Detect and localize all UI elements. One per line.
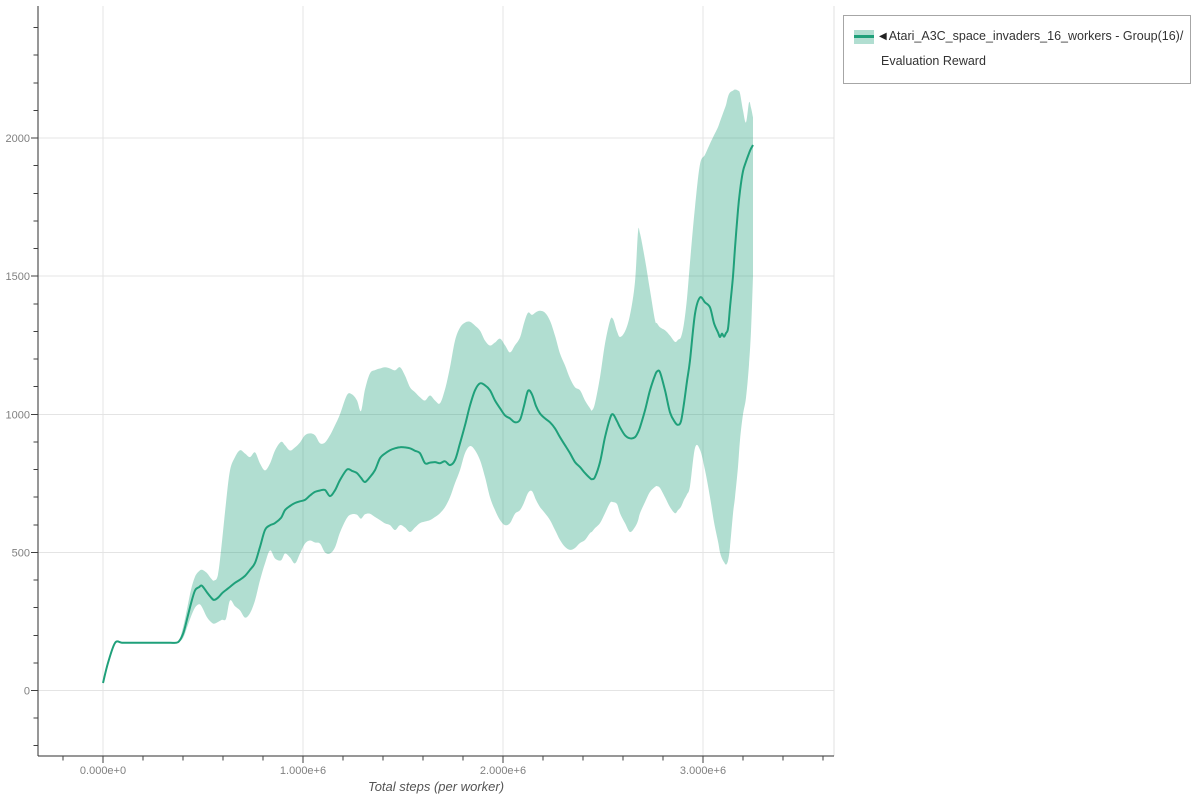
- gridlines: [38, 6, 835, 756]
- mean-reward-line: [102, 144, 754, 684]
- confidence-band: [103, 89, 753, 683]
- tick-labels: 0 500 1000 1500 2000 0.000e+0 1.000e+6 2.000e+6…: [6, 133, 727, 777]
- tick-label: 0: [24, 686, 30, 698]
- series-swatch-line: [854, 35, 874, 38]
- tick-label: 3.000e+6: [680, 765, 726, 777]
- axes: [37, 6, 834, 757]
- tick-label: 2000: [6, 133, 30, 145]
- legend-series-name-line2: Evaluation Reward: [881, 54, 986, 68]
- tick-label: 1.000e+6: [280, 765, 326, 777]
- series-swatch: [854, 29, 874, 44]
- tick-label: 2.000e+6: [480, 765, 526, 777]
- tick-label: 500: [12, 547, 30, 559]
- axis-ticks: [31, 27, 824, 763]
- legend-item[interactable]: ◀ Atari_A3C_space_invaders_16_workers - …: [854, 24, 1183, 49]
- x-axis-title: Total steps (per worker): [367, 779, 505, 794]
- legend-series-name-line1: Atari_A3C_space_invaders_16_workers - Gr…: [888, 29, 1184, 43]
- collapse-triangle-icon[interactable]: ◀: [879, 31, 887, 42]
- tick-label: 0.000e+0: [80, 765, 126, 777]
- tick-label: 1000: [6, 409, 30, 421]
- legend: ◀ Atari_A3C_space_invaders_16_workers - …: [843, 15, 1191, 84]
- tick-label: 1500: [6, 271, 30, 283]
